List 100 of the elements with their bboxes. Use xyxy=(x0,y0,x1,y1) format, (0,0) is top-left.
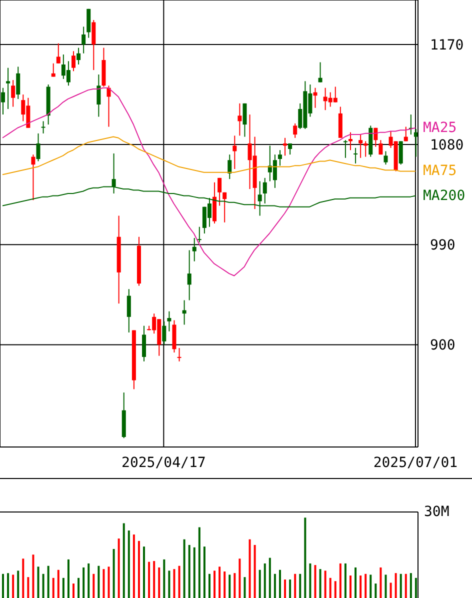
bar xyxy=(57,570,60,598)
bar xyxy=(12,574,14,598)
y-tick-label: 1170 xyxy=(430,37,464,54)
candlestick xyxy=(378,140,383,156)
candlestick xyxy=(278,150,282,166)
series-label: MA200 xyxy=(423,186,466,205)
candlestick xyxy=(238,102,242,136)
candlestick xyxy=(182,300,186,326)
bar xyxy=(183,539,186,598)
bar xyxy=(344,563,346,598)
candlestick xyxy=(354,147,358,164)
bar xyxy=(278,570,281,598)
bar xyxy=(400,574,402,598)
bar xyxy=(122,523,125,598)
bar xyxy=(404,574,407,598)
bar xyxy=(349,575,352,598)
bar xyxy=(208,574,210,598)
bar xyxy=(364,574,367,598)
candlestick xyxy=(192,237,196,262)
bar xyxy=(354,567,357,598)
bar xyxy=(178,566,180,598)
candlestick xyxy=(82,26,86,54)
candlestick xyxy=(96,74,101,118)
bar xyxy=(158,567,160,598)
bar xyxy=(248,539,251,598)
candlestick xyxy=(76,47,81,65)
candlestick xyxy=(162,320,166,346)
bar xyxy=(214,570,216,598)
bar xyxy=(2,574,4,598)
series-label: MA25 xyxy=(423,118,457,137)
bar xyxy=(78,578,80,598)
bar xyxy=(360,575,362,598)
bar xyxy=(410,573,412,598)
candlestick xyxy=(36,132,40,162)
bar xyxy=(264,563,266,598)
bar xyxy=(203,546,206,598)
bar xyxy=(224,571,226,598)
bar xyxy=(234,573,236,598)
candlestick xyxy=(16,66,20,100)
bar xyxy=(108,566,110,598)
candlestick xyxy=(197,226,202,243)
bar xyxy=(143,546,146,598)
candlestick xyxy=(343,140,348,158)
bar xyxy=(88,563,90,598)
bar xyxy=(380,567,382,598)
candlestick xyxy=(242,102,247,138)
bar xyxy=(284,580,286,598)
bar xyxy=(374,584,377,598)
candlestick xyxy=(11,80,16,108)
candlestick xyxy=(384,150,388,166)
candlestick xyxy=(142,325,146,362)
bar xyxy=(314,565,316,598)
candlestick xyxy=(92,20,96,71)
series-label: MA75 xyxy=(423,162,457,180)
line-series xyxy=(2,87,416,276)
bar xyxy=(244,577,246,598)
bar xyxy=(238,558,241,598)
candlestick xyxy=(232,135,237,170)
bar xyxy=(47,566,50,598)
bar xyxy=(289,580,292,598)
bar xyxy=(153,561,156,598)
bar xyxy=(98,566,100,598)
bar xyxy=(299,574,302,598)
candlestick xyxy=(6,67,10,110)
bar xyxy=(118,538,120,598)
bar xyxy=(52,578,54,598)
y-tick-label: 990 xyxy=(430,238,456,254)
candlestick xyxy=(126,288,131,333)
candlestick xyxy=(218,177,222,206)
bar xyxy=(329,578,332,598)
candlestick xyxy=(358,134,363,158)
ref-line-label: 30M xyxy=(424,503,450,521)
bar xyxy=(274,574,276,598)
bar xyxy=(92,574,95,598)
bar xyxy=(42,574,44,598)
bar xyxy=(334,581,336,598)
bar xyxy=(324,570,326,598)
candlestick xyxy=(41,120,46,134)
bar xyxy=(309,563,312,598)
candlestick xyxy=(56,42,60,64)
bar xyxy=(193,547,196,598)
bar xyxy=(132,534,135,598)
y-tick-label: 1080 xyxy=(430,138,464,154)
candlestick xyxy=(313,87,318,108)
bar xyxy=(67,559,70,598)
bar xyxy=(17,570,20,598)
bar xyxy=(198,527,200,598)
candlestick xyxy=(228,154,232,180)
bar xyxy=(62,578,64,598)
bar xyxy=(394,573,397,598)
candlestick xyxy=(72,50,76,72)
bar xyxy=(82,567,85,598)
bar xyxy=(138,540,140,598)
bar xyxy=(370,574,372,598)
bar xyxy=(148,562,150,598)
bar xyxy=(128,530,130,598)
candlestick xyxy=(51,62,56,78)
bar xyxy=(218,566,221,598)
bar xyxy=(294,574,296,598)
bar xyxy=(228,574,231,598)
